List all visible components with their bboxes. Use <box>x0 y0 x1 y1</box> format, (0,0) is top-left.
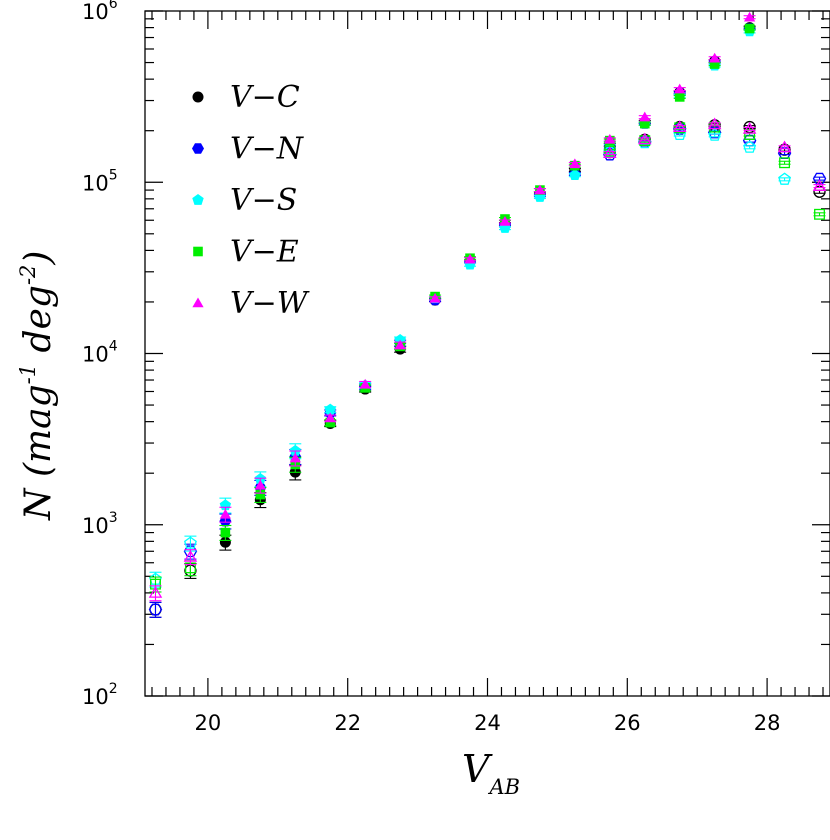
data-point-open <box>742 122 757 134</box>
data-point-open <box>183 549 198 562</box>
y-tick-label: 104 <box>82 339 118 367</box>
data-point-open <box>672 120 687 132</box>
y-tick-label: 102 <box>82 681 118 709</box>
y-tick-label: 103 <box>82 510 118 538</box>
x-tick-labels: 20 22 24 26 28 <box>195 711 781 735</box>
data-point-open <box>812 179 827 191</box>
data-point <box>569 158 581 169</box>
data-point <box>499 215 511 226</box>
data-point <box>255 489 266 500</box>
legend-label: V−E <box>230 235 299 270</box>
x-axis-label: VAB <box>462 747 520 799</box>
data-point <box>674 92 685 102</box>
x-tick-label: 26 <box>614 711 641 735</box>
data-point <box>639 111 651 122</box>
data-point <box>220 527 231 538</box>
axis-ticks <box>145 10 830 697</box>
data-point <box>709 59 720 69</box>
data-point <box>639 118 650 129</box>
legend-marker <box>192 297 204 308</box>
data-point-open <box>743 140 757 153</box>
legend-label: V−S <box>230 183 297 218</box>
data-point-open <box>778 172 792 185</box>
data-point <box>709 52 721 63</box>
data-point <box>254 479 266 490</box>
data-point-open <box>148 586 163 598</box>
data-point-open <box>183 536 197 549</box>
data-point <box>534 184 546 195</box>
data-point <box>289 444 301 456</box>
y-tick-label: 105 <box>82 167 118 195</box>
legend-label: V−C <box>230 80 300 115</box>
data-point <box>674 83 686 94</box>
data-point <box>743 11 756 22</box>
data-point <box>219 536 231 548</box>
data-point <box>324 412 336 423</box>
data-point-open <box>777 140 792 153</box>
data-point-open <box>814 208 825 220</box>
x-tick-label: 20 <box>195 711 222 735</box>
data-point <box>464 253 476 264</box>
data-point <box>429 292 441 303</box>
data-point-open <box>603 146 617 158</box>
series-vw <box>148 11 827 602</box>
data-point-open <box>148 603 163 616</box>
legend-label: V−W <box>230 286 310 321</box>
data-point-open <box>674 122 686 134</box>
data-point <box>289 452 301 463</box>
x-tick-label: 22 <box>334 711 361 735</box>
legend-marker <box>192 194 204 205</box>
data-markers <box>148 11 827 618</box>
y-tick-labels: 102 103 104 105 106 <box>82 0 118 709</box>
data-point-open <box>638 132 652 145</box>
data-point-open <box>707 117 722 130</box>
legend-label: V−N <box>230 132 305 167</box>
data-point <box>324 403 336 415</box>
x-tick-label: 24 <box>474 711 501 735</box>
data-point-open <box>779 157 791 169</box>
x-tick-label: 28 <box>754 711 781 735</box>
y-axis-label: N (mag-1 deg-2) <box>16 251 59 521</box>
data-point <box>219 508 232 519</box>
data-point-open <box>812 172 827 185</box>
data-point <box>325 417 336 428</box>
legend-marker <box>193 246 203 257</box>
data-point <box>569 169 581 181</box>
data-point <box>744 23 755 34</box>
legend-marker <box>192 91 204 103</box>
legend-marker <box>192 143 204 154</box>
data-point <box>604 133 616 144</box>
data-point-open <box>778 143 791 156</box>
data-point <box>394 339 406 350</box>
data-point <box>359 378 371 389</box>
y-tick-label: 106 <box>82 0 118 24</box>
data-point-open <box>707 126 722 139</box>
data-point-open <box>708 128 722 141</box>
legend: V−C V−N V−S V−E V−W <box>192 80 310 321</box>
